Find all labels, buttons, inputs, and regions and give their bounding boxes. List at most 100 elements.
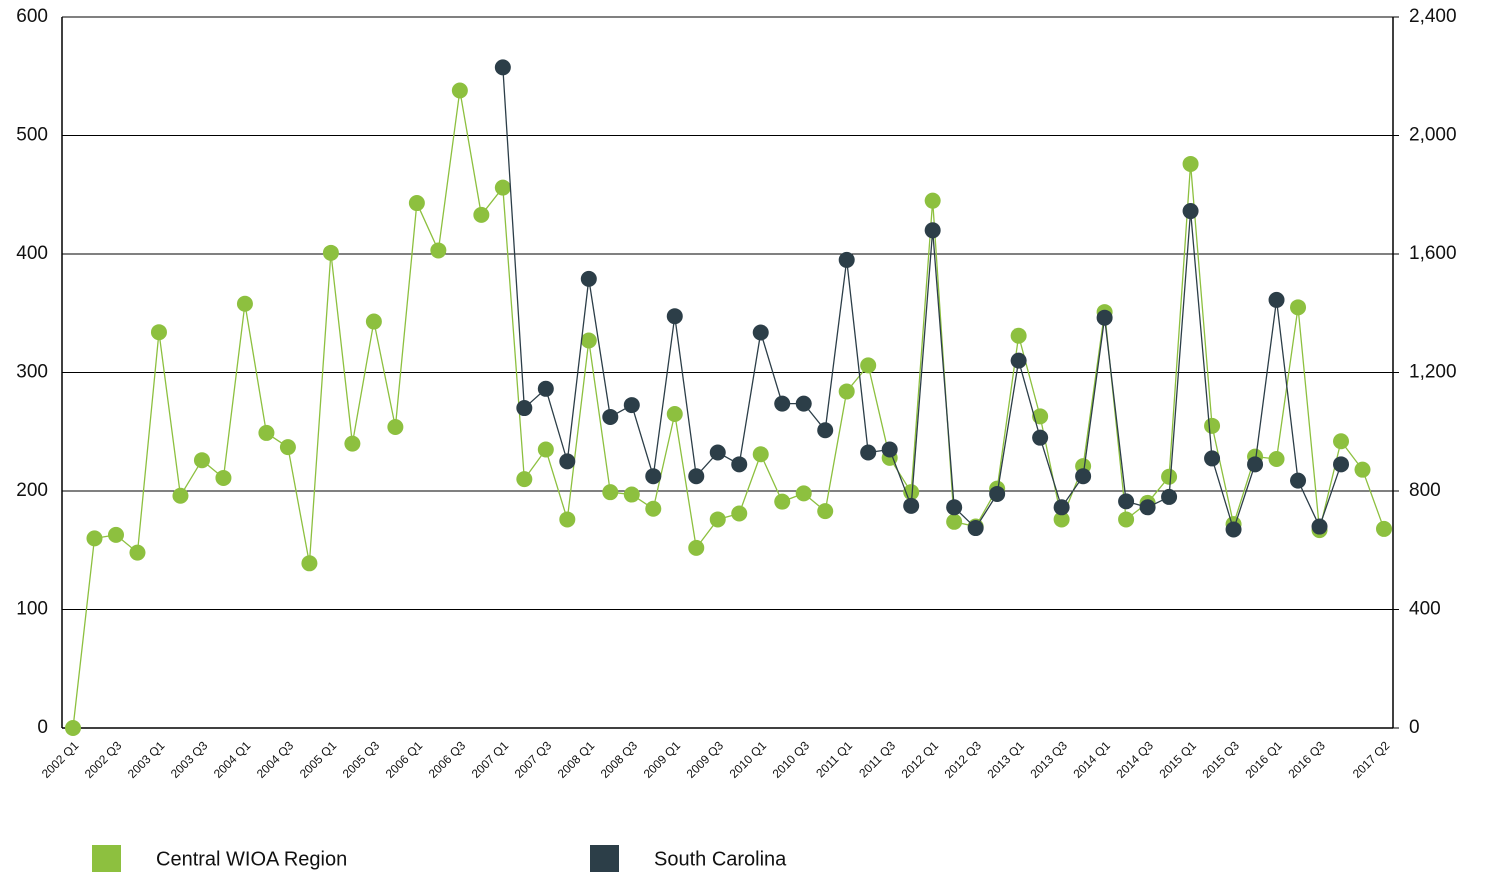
x-tick-label: 2006 Q3 (426, 738, 469, 781)
x-tick-label: 2011 Q1 (813, 738, 855, 780)
y-tick-label: 300 (16, 362, 48, 383)
data-point (537, 380, 554, 397)
y2-tick-label: 2,000 (1409, 125, 1457, 146)
data-point (1311, 518, 1328, 535)
y-tick-label: 100 (16, 599, 48, 620)
data-point (129, 544, 146, 561)
data-point (408, 195, 425, 212)
y-tick-label: 600 (16, 6, 48, 27)
y-tick-label: 0 (37, 717, 48, 738)
data-point (1182, 203, 1199, 220)
y-tick-label: 500 (16, 125, 48, 146)
data-point (1204, 450, 1221, 467)
data-point (967, 520, 984, 537)
data-point (387, 419, 404, 436)
x-tick-label: 2015 Q3 (1199, 738, 1242, 781)
data-point (709, 511, 726, 528)
x-tick-label: 2005 Q3 (340, 738, 383, 781)
x-tick-label: 2004 Q1 (211, 738, 254, 781)
data-point (860, 444, 877, 461)
data-point (344, 435, 361, 452)
y2-tick-label: 1,200 (1409, 362, 1457, 383)
data-point (301, 555, 318, 572)
data-point (1118, 511, 1135, 528)
data-point (860, 357, 877, 374)
data-point (838, 251, 855, 268)
data-point (817, 503, 834, 520)
data-point (1268, 451, 1285, 468)
x-tick-label: 2003 Q3 (168, 738, 211, 781)
data-point (1161, 488, 1178, 505)
data-point (623, 486, 640, 503)
data-point (150, 324, 167, 341)
data-point (602, 484, 619, 501)
data-point (602, 408, 619, 425)
data-point (1376, 520, 1392, 537)
x-tick-label: 2010 Q1 (727, 738, 770, 781)
data-point (494, 179, 511, 196)
x-tick-label: 2008 Q1 (555, 738, 598, 781)
data-point (1268, 291, 1285, 308)
data-point (1247, 456, 1264, 473)
x-tick-label: 2009 Q1 (641, 738, 684, 781)
data-point (666, 405, 683, 422)
data-point (537, 441, 554, 458)
data-point (752, 324, 769, 341)
data-point (623, 397, 640, 414)
data-point (881, 441, 898, 458)
data-point (774, 493, 791, 510)
data-point (688, 468, 705, 485)
x-tick-label: 2006 Q1 (383, 738, 426, 781)
data-point (1118, 493, 1135, 510)
data-point (666, 308, 683, 325)
data-point (946, 499, 963, 516)
data-point (322, 244, 339, 261)
data-point (215, 469, 232, 486)
data-point (752, 446, 769, 463)
y2-tick-label: 0 (1409, 717, 1420, 738)
x-tick-label: 2013 Q1 (985, 738, 1028, 781)
data-point (1032, 408, 1049, 425)
data-point (795, 395, 812, 412)
data-point (258, 424, 275, 441)
y-tick-label: 200 (16, 480, 48, 501)
y2-tick-label: 400 (1409, 599, 1441, 620)
x-tick-label: 2010 Q3 (770, 738, 813, 781)
data-point (838, 383, 855, 400)
legend-label: Central WIOA Region (156, 848, 347, 870)
x-tick-label: 2013 Q3 (1028, 738, 1071, 781)
data-point (1290, 472, 1307, 489)
x-tick-label: 2015 Q1 (1156, 738, 1199, 781)
x-tick-label: 2007 Q1 (469, 738, 512, 781)
y2-tick-label: 800 (1409, 480, 1441, 501)
data-point (1333, 433, 1350, 450)
data-point (688, 539, 705, 556)
x-tick-label: 2002 Q3 (82, 738, 125, 781)
data-point (516, 400, 533, 417)
data-point (494, 59, 511, 76)
x-tick-label: 2016 Q1 (1242, 738, 1285, 781)
data-point (193, 452, 210, 469)
data-point (1182, 155, 1199, 172)
x-tick-label: 2008 Q3 (598, 738, 641, 781)
data-point (1010, 352, 1027, 369)
data-point (1139, 499, 1156, 516)
data-point (731, 505, 748, 522)
y2-tick-label: 1,600 (1409, 243, 1457, 264)
data-point (65, 720, 81, 736)
x-tick-label: 2012 Q1 (899, 738, 942, 781)
data-point (1161, 468, 1178, 485)
data-point (645, 500, 662, 517)
data-point (236, 295, 253, 312)
data-point (1290, 299, 1307, 316)
data-point (946, 513, 963, 530)
data-point (1075, 468, 1092, 485)
data-point (795, 485, 812, 502)
data-point (1225, 521, 1242, 538)
legend-swatch (590, 845, 619, 872)
x-tick-label: 2007 Q3 (512, 738, 555, 781)
data-point (989, 485, 1006, 502)
data-point (559, 453, 576, 470)
data-point (107, 526, 124, 543)
data-point (731, 456, 748, 473)
